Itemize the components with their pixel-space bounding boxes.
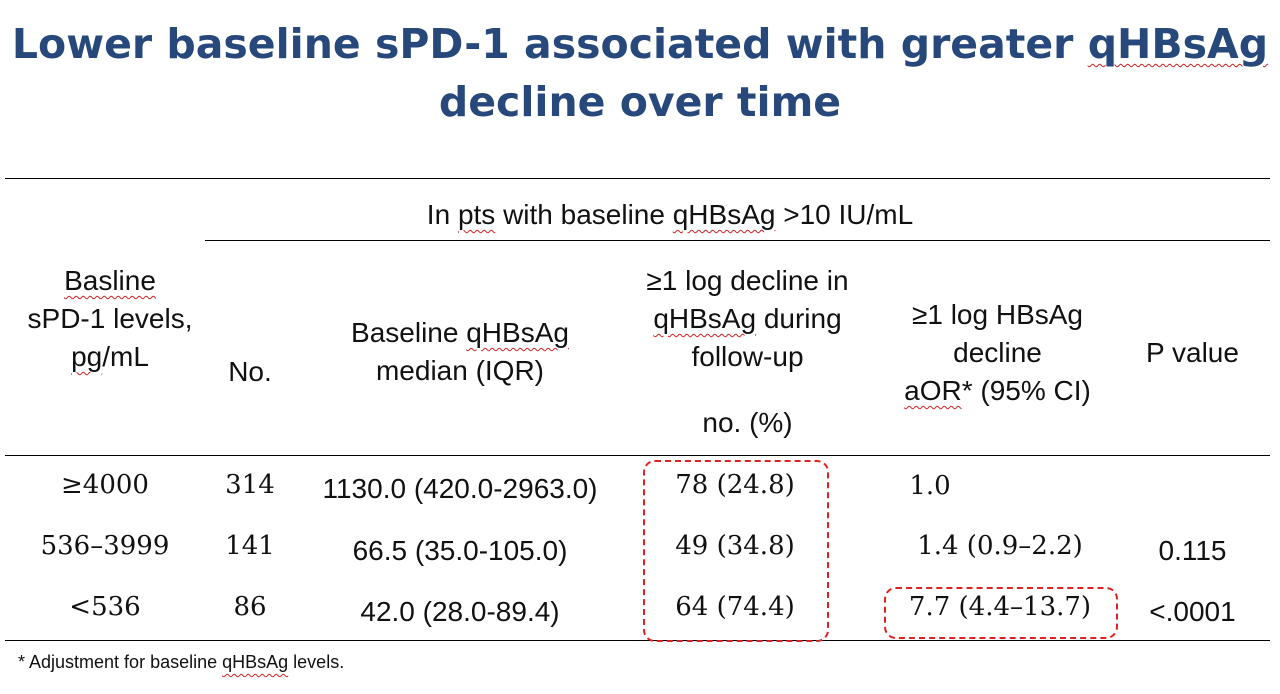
header-baseline-qhbsag: Baseline qHBsAg median (IQR) <box>351 317 569 386</box>
row-2-decline: 49 (34.8) <box>675 531 795 561</box>
table-top-rule <box>5 178 1270 179</box>
row-1-aor: 1.0 <box>909 471 951 501</box>
row-2-level: 536–3999 <box>40 531 170 561</box>
row-3-median: 42.0 (28.0-89.4) <box>360 596 560 627</box>
row-3-no: 86 <box>233 592 267 622</box>
row-2-no: 141 <box>225 531 275 561</box>
header-p-value: P value <box>1146 337 1239 368</box>
row-3-p-value: <.0001 <box>1149 596 1236 627</box>
header-aor: ≥1 log HBsAg decline aOR* (95% CI) <box>904 299 1091 406</box>
group-header: In pts with baseline qHBsAg >10 IU/mL <box>426 199 914 230</box>
spellcheck-word: qHBsAg <box>1087 20 1269 68</box>
highlight-decline-column <box>643 460 829 642</box>
highlight-aor-cell <box>884 587 1118 639</box>
row-1-no: 314 <box>225 470 275 500</box>
header-log-decline: ≥1 log decline in qHBsAg during follow-u… <box>646 265 849 438</box>
row-3-aor: 7.7 (4.4–13.7) <box>908 592 1092 622</box>
row-1-level: ≥4000 <box>61 470 149 500</box>
row-3-level: <536 <box>69 592 141 622</box>
table-bottom-rule <box>5 640 1270 641</box>
row-2-median: 66.5 (35.0-105.0) <box>352 535 568 566</box>
row-3-decline: 64 (74.4) <box>675 592 795 622</box>
header-no: No. <box>228 356 272 387</box>
group-header-rule <box>205 240 1270 241</box>
row-2-aor: 1.4 (0.9–2.2) <box>917 531 1083 561</box>
row-2-p-value: 0.115 <box>1158 535 1227 566</box>
slide-title-line-2: decline over time <box>438 78 842 126</box>
slide-title-line-1: Lower baseline sPD-1 associated with gre… <box>11 20 1269 68</box>
header-baseline-spd1: Basline sPD-1 levels, pg/mL <box>27 265 193 372</box>
row-1-median: 1130.0 (420.0-2963.0) <box>322 473 598 504</box>
row-1-decline: 78 (24.8) <box>675 470 795 500</box>
header-bottom-rule <box>5 455 1270 456</box>
footnote: * Adjustment for baseline qHBsAg levels. <box>18 652 345 672</box>
